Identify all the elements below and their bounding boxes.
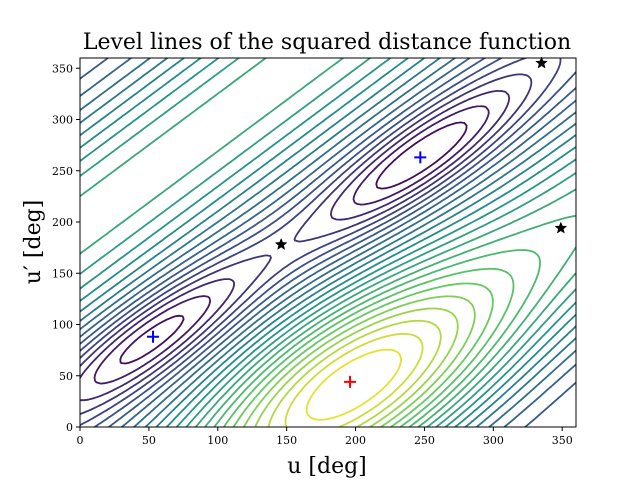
contour-level-line bbox=[284, 333, 424, 427]
contour-level-line bbox=[80, 58, 576, 427]
maximum-marker bbox=[344, 375, 357, 388]
contour-level-line bbox=[243, 295, 476, 427]
saddle-star-marker bbox=[554, 221, 568, 234]
contour-level-line bbox=[267, 319, 442, 427]
plot-frame bbox=[79, 57, 577, 428]
contour-level-line bbox=[80, 58, 576, 427]
saddle-star-marker bbox=[535, 56, 548, 69]
x-tick-label: 0 bbox=[77, 434, 84, 447]
y-tick-label: 150 bbox=[52, 267, 73, 280]
contour-lines bbox=[80, 58, 576, 427]
y-tick-label: 100 bbox=[52, 319, 73, 332]
y-tick-label: 0 bbox=[66, 421, 73, 434]
saddle-star-marker bbox=[274, 237, 288, 250]
y-tick-label: 200 bbox=[52, 216, 73, 229]
x-tick-label: 50 bbox=[142, 434, 156, 447]
contour-level-line bbox=[305, 348, 402, 421]
x-axis-ticks: 0 50 100 150 200 250 300 350 bbox=[77, 427, 573, 447]
minimum-marker bbox=[414, 151, 427, 164]
contour-level-line bbox=[80, 58, 576, 427]
x-tick-label: 200 bbox=[345, 434, 366, 447]
contour-level-line bbox=[213, 249, 541, 427]
y-tick-label: 350 bbox=[52, 62, 73, 75]
contour-level-line bbox=[93, 105, 490, 385]
contour-level-line bbox=[254, 307, 459, 427]
y-tick-label: 300 bbox=[52, 114, 73, 127]
y-axis-label: u′ [deg] bbox=[21, 200, 46, 285]
contour-level-line bbox=[119, 121, 468, 365]
x-axis-label: u [deg] bbox=[287, 454, 367, 479]
x-tick-label: 300 bbox=[483, 434, 504, 447]
contour-level-line bbox=[80, 58, 576, 427]
contour-level-line bbox=[80, 58, 576, 427]
contour-level-line bbox=[80, 73, 533, 415]
contour-level-line bbox=[222, 268, 515, 427]
contour-level-line bbox=[80, 90, 511, 402]
minimum-marker bbox=[147, 330, 160, 343]
contour-level-line bbox=[232, 282, 494, 427]
y-tick-label: 50 bbox=[59, 370, 73, 383]
y-axis-ticks: 0 50 100 150 200 250 300 350 bbox=[52, 62, 80, 434]
chart-title: Level lines of the squared distance func… bbox=[83, 30, 571, 55]
y-tick-label: 250 bbox=[52, 165, 73, 178]
contour-level-line bbox=[80, 58, 576, 427]
x-tick-label: 250 bbox=[414, 434, 435, 447]
x-tick-label: 100 bbox=[207, 434, 228, 447]
contour-level-line bbox=[80, 58, 576, 427]
x-tick-label: 150 bbox=[276, 434, 297, 447]
contour-level-line bbox=[80, 58, 562, 426]
plot-area bbox=[79, 56, 577, 428]
markers bbox=[147, 56, 568, 388]
contour-level-line bbox=[204, 214, 576, 427]
x-tick-label: 350 bbox=[552, 434, 573, 447]
